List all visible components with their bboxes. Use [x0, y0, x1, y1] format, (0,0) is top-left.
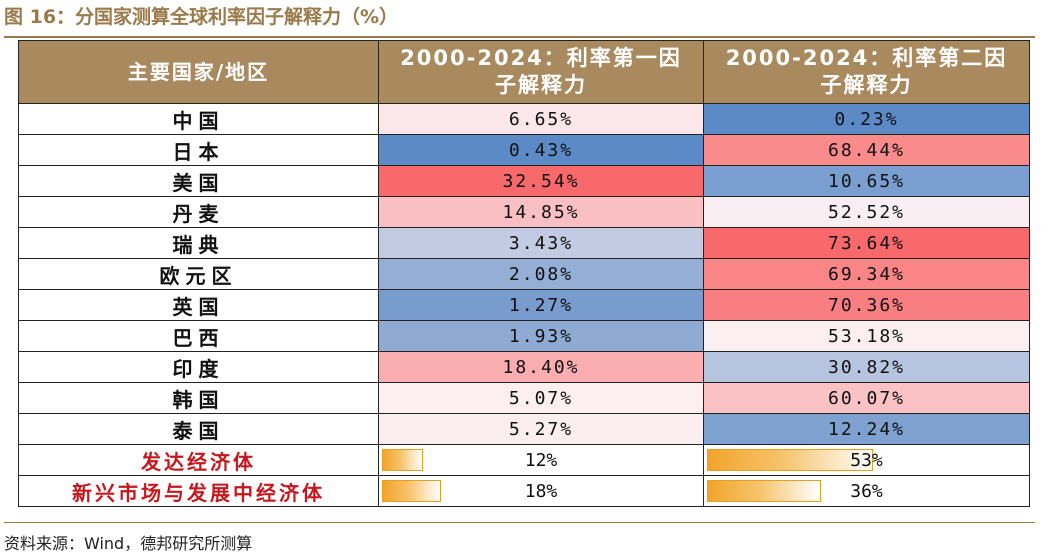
country-name: 日本 [18, 134, 379, 166]
country-name: 印度 [18, 351, 379, 383]
header-text: 主要国家/地区 [127, 59, 270, 84]
factor-2-value: 30.82% [703, 351, 1030, 383]
table-body: 中国 6.65% 0.23% 日本 0.43% 68.44% 美国 32.54% 10.65% 丹… [18, 103, 1030, 507]
country-name: 中国 [18, 103, 379, 135]
group-name: 发达经济体 [18, 444, 379, 476]
group-row: 发达经济体 12% 53% [18, 444, 1030, 476]
factor-1-value: 5.27% [378, 413, 704, 445]
factor-2-value: 73.64% [703, 227, 1030, 259]
factor-2-value: 0.23% [703, 103, 1030, 135]
factor-2-value: 53.18% [703, 320, 1030, 352]
header-text: 2000-2024：利率第二因 [725, 46, 1008, 70]
table-row: 瑞典 3.43% 73.64% [18, 227, 1030, 259]
country-name: 美国 [18, 165, 379, 197]
country-name: 泰国 [18, 413, 379, 445]
factor-2-value: 70.36% [703, 289, 1030, 321]
data-bar [382, 480, 441, 502]
table-row: 韩国 5.07% 60.07% [18, 382, 1030, 414]
bottom-divider [4, 522, 1035, 523]
factor-1-value: 3.43% [378, 227, 704, 259]
factor-2-bar-cell: 36% [703, 475, 1030, 507]
factor-1-bar-cell: 12% [378, 444, 704, 476]
factor-2-value: 12.24% [703, 413, 1030, 445]
figure-title: 图 16：分国家测算全球利率因子解释力（%） [4, 6, 399, 28]
factor-2-value: 68.44% [703, 134, 1030, 166]
factor-1-value: 0.43% [378, 134, 704, 166]
header-text: 子解释力 [820, 73, 913, 97]
country-name: 巴西 [18, 320, 379, 352]
data-bar [707, 449, 873, 471]
country-name: 欧元区 [18, 258, 379, 290]
factor-1-value: 1.93% [378, 320, 704, 352]
factor-1-value: 32.54% [378, 165, 704, 197]
group-row: 新兴市场与发展中经济体 18% 36% [18, 475, 1030, 507]
table-row: 欧元区 2.08% 69.34% [18, 258, 1030, 290]
source-note: 资料来源：Wind，德邦研究所测算 [4, 534, 253, 553]
interest-factor-table: 主要国家/地区 2000-2024：利率第一因 子解释力 2000-2024：利率… [18, 40, 1030, 507]
table-row: 中国 6.65% 0.23% [18, 103, 1030, 135]
factor-1-value: 6.65% [378, 103, 704, 135]
table-row: 泰国 5.27% 12.24% [18, 413, 1030, 445]
factor-1-value: 18.40% [378, 351, 704, 383]
factor-2-bar-cell: 53% [703, 444, 1030, 476]
bar-value: 12% [524, 450, 558, 471]
factor-2-value: 69.34% [703, 258, 1030, 290]
bar-value: 36% [850, 481, 883, 502]
header-factor-1: 2000-2024：利率第一因 子解释力 [378, 40, 704, 104]
table-row: 巴西 1.93% 53.18% [18, 320, 1030, 352]
table-row: 印度 18.40% 30.82% [18, 351, 1030, 383]
data-bar [382, 449, 423, 471]
header-country: 主要国家/地区 [18, 40, 379, 104]
header-text: 子解释力 [495, 73, 587, 97]
factor-1-value: 14.85% [378, 196, 704, 228]
country-name: 瑞典 [18, 227, 379, 259]
factor-2-value: 52.52% [703, 196, 1030, 228]
bar-value: 18% [524, 481, 558, 502]
header-factor-2: 2000-2024：利率第二因 子解释力 [703, 40, 1030, 104]
table-row: 日本 0.43% 68.44% [18, 134, 1030, 166]
country-name: 英国 [18, 289, 379, 321]
factor-1-bar-cell: 18% [378, 475, 704, 507]
title-divider [4, 36, 1035, 38]
header-text: 2000-2024：利率第一因 [400, 46, 682, 70]
table-row: 美国 32.54% 10.65% [18, 165, 1030, 197]
factor-1-value: 5.07% [378, 382, 704, 414]
country-name: 韩国 [18, 382, 379, 414]
factor-1-value: 2.08% [378, 258, 704, 290]
group-name: 新兴市场与发展中经济体 [18, 475, 379, 507]
table-row: 英国 1.27% 70.36% [18, 289, 1030, 321]
country-name: 丹麦 [18, 196, 379, 228]
factor-2-value: 10.65% [703, 165, 1030, 197]
data-bar [707, 480, 821, 502]
header-row: 主要国家/地区 2000-2024：利率第一因 子解释力 2000-2024：利率… [18, 40, 1030, 104]
table-row: 丹麦 14.85% 52.52% [18, 196, 1030, 228]
factor-2-value: 60.07% [703, 382, 1030, 414]
bar-value: 53% [850, 450, 883, 471]
factor-1-value: 1.27% [378, 289, 704, 321]
